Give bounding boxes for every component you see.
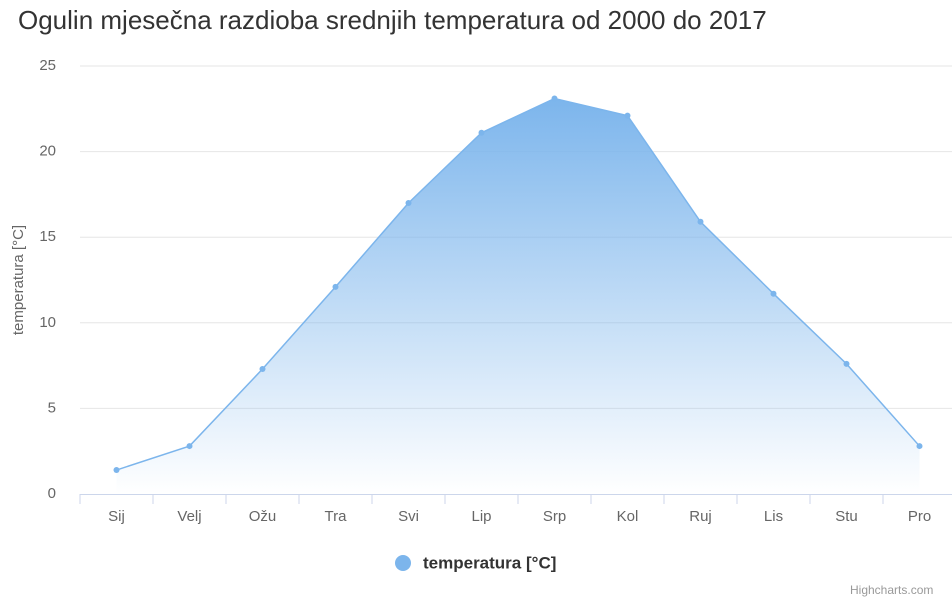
data-point <box>697 218 704 225</box>
chart-title: Ogulin mjesečna razdioba srednjih temper… <box>18 5 767 35</box>
legend-item[interactable]: temperatura [°C] <box>395 553 556 572</box>
x-tick-label: Sij <box>108 508 125 525</box>
x-tick-label: Pro <box>908 508 931 525</box>
area-fill <box>116 98 920 494</box>
x-tick-label: Ruj <box>689 508 712 525</box>
x-tick-label: Lis <box>764 508 783 525</box>
y-tick-label: 0 <box>48 485 56 502</box>
y-tick-label: 10 <box>39 314 56 331</box>
data-point <box>551 95 558 102</box>
data-point <box>186 443 193 450</box>
y-tick-label: 15 <box>39 228 56 245</box>
data-point <box>259 366 266 373</box>
y-tick-label: 5 <box>48 399 56 416</box>
data-point <box>113 467 120 474</box>
x-tick-label: Svi <box>398 508 419 525</box>
credits[interactable]: Highcharts.com <box>850 583 933 597</box>
x-tick-label: Ožu <box>249 508 277 525</box>
x-tick-label: Tra <box>325 508 348 525</box>
area-line <box>116 97 921 471</box>
data-point <box>478 129 485 136</box>
data-point <box>770 290 777 297</box>
y-tick-label: 20 <box>39 143 56 160</box>
legend-symbol <box>395 555 411 571</box>
y-tick-label: 25 <box>39 57 56 74</box>
x-tick-label: Velj <box>177 508 201 525</box>
x-tick-label: Kol <box>617 508 639 525</box>
legend-label: temperatura [°C] <box>423 553 556 572</box>
x-tick-label: Lip <box>471 508 491 525</box>
data-point <box>843 360 850 367</box>
x-tick-label: Stu <box>835 508 858 525</box>
data-point <box>916 443 923 450</box>
y-axis-label: temperatura [°C] <box>10 225 27 335</box>
data-point <box>332 283 339 290</box>
data-point <box>624 112 631 119</box>
x-tick-label: Srp <box>543 508 566 525</box>
data-point <box>405 199 412 206</box>
